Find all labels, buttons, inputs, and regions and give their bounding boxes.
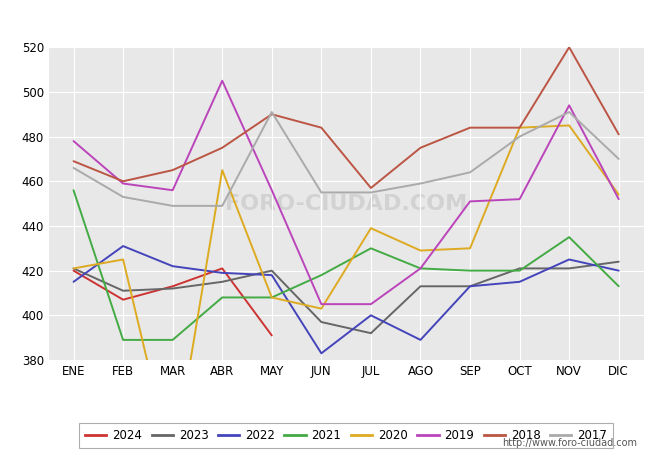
Text: Afiliados en Ascó a 31/5/2024: Afiliados en Ascó a 31/5/2024 <box>191 10 459 28</box>
Text: http://www.foro-ciudad.com: http://www.foro-ciudad.com <box>502 438 637 448</box>
Legend: 2024, 2023, 2022, 2021, 2020, 2019, 2018, 2017: 2024, 2023, 2022, 2021, 2020, 2019, 2018… <box>79 423 613 448</box>
Text: FORO-CIUDAD.COM: FORO-CIUDAD.COM <box>225 194 467 214</box>
